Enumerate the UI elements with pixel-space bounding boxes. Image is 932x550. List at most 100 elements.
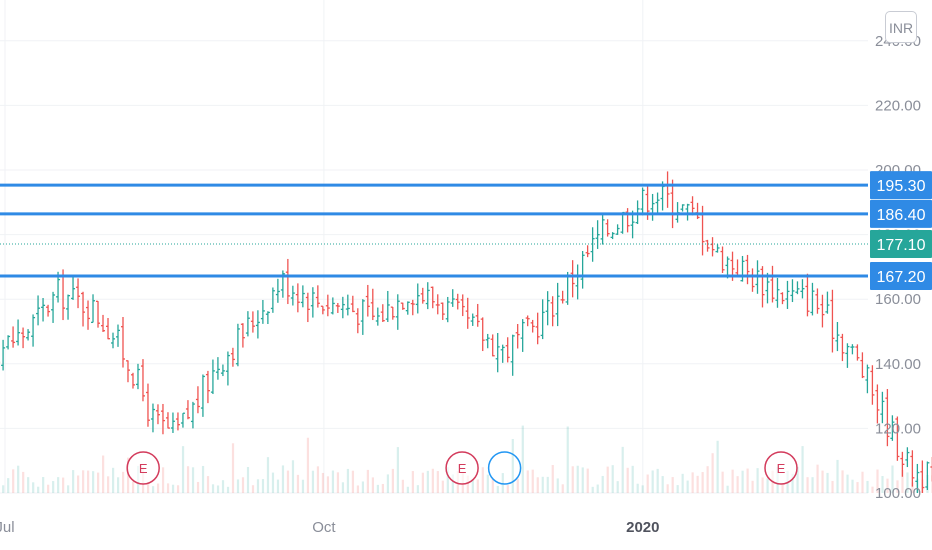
volume-bar xyxy=(526,470,529,493)
price-bar xyxy=(550,296,555,327)
volume-bar xyxy=(586,468,589,493)
price-bar xyxy=(115,324,120,347)
volume-bar xyxy=(751,480,754,493)
earnings-marker[interactable]: E xyxy=(764,451,798,485)
volume-bar xyxy=(616,481,619,493)
earnings-marker-label: E xyxy=(458,461,467,476)
price-tag-186.40: 186.40 xyxy=(870,199,932,228)
price-bar xyxy=(195,386,200,414)
volume-bar xyxy=(471,478,474,493)
price-series[interactable] xyxy=(0,171,932,522)
price-bar xyxy=(765,272,770,304)
price-bar xyxy=(655,192,660,213)
volume-bar xyxy=(451,474,454,493)
price-bar xyxy=(160,403,165,435)
price-tag-box xyxy=(870,199,932,228)
volume-bar xyxy=(686,480,689,493)
price-bar xyxy=(740,255,745,282)
price-bar xyxy=(250,311,255,333)
volume-bar xyxy=(37,486,40,493)
price-bar xyxy=(165,412,170,429)
price-bar xyxy=(190,401,195,429)
volume-bar xyxy=(67,485,70,493)
volume-bar xyxy=(626,467,629,493)
volume-bar xyxy=(606,466,609,493)
price-bar xyxy=(605,219,610,237)
volume-bar xyxy=(32,482,35,493)
price-bar xyxy=(295,283,300,313)
price-bar xyxy=(405,301,410,315)
volume-bar xyxy=(12,469,15,493)
currency-button[interactable]: INR xyxy=(885,11,917,43)
volume-bar xyxy=(901,469,904,493)
price-bar xyxy=(475,303,480,327)
price-bar xyxy=(225,351,230,386)
price-bar xyxy=(260,299,265,324)
price-bar xyxy=(610,232,615,240)
price-bar xyxy=(355,308,360,334)
volume-bar xyxy=(896,480,899,493)
y-tick-label: 120.00 xyxy=(875,420,921,437)
volume-bar xyxy=(116,477,120,493)
volume-bar xyxy=(701,472,704,493)
volume-bar xyxy=(366,469,370,493)
price-bar xyxy=(135,363,140,390)
price-bar xyxy=(370,288,375,321)
price-bar xyxy=(1,339,6,371)
price-axis[interactable]: 100.00120.00140.00160.00180.00200.00220.… xyxy=(870,33,932,502)
earnings-marker[interactable]: E xyxy=(445,451,479,485)
price-bar xyxy=(625,208,630,233)
time-axis[interactable]: JulOct2020AprJulOct2021AprJul xyxy=(0,519,932,536)
price-bar xyxy=(845,343,850,368)
price-bar xyxy=(430,286,435,309)
price-bar xyxy=(575,264,580,300)
price-bar xyxy=(710,237,715,257)
price-bar xyxy=(930,457,932,482)
price-bar xyxy=(300,285,305,308)
price-bar xyxy=(805,273,810,317)
price-bar xyxy=(245,311,250,337)
price-bar xyxy=(810,282,815,316)
price-bar xyxy=(380,304,385,323)
price-bar xyxy=(585,245,590,258)
volume-bar xyxy=(7,478,10,493)
dividend-marker[interactable] xyxy=(487,451,522,485)
volume-bar xyxy=(881,476,884,493)
price-bar xyxy=(111,332,116,349)
volume-bar xyxy=(306,437,310,493)
price-tag-box xyxy=(870,261,932,290)
price-bar xyxy=(96,300,101,328)
price-bar xyxy=(46,304,51,317)
price-bar xyxy=(495,333,500,373)
earnings-marker[interactable]: E xyxy=(126,451,160,485)
price-bar xyxy=(155,404,160,425)
price-bar xyxy=(185,400,190,420)
earnings-marker-circle xyxy=(445,451,479,485)
volume-bar xyxy=(631,465,634,493)
price-lines[interactable] xyxy=(0,183,868,278)
price-bar xyxy=(750,268,755,292)
volume-bar xyxy=(351,470,355,493)
volume-bar xyxy=(736,476,739,493)
price-bar xyxy=(51,291,56,323)
price-bar xyxy=(490,334,495,357)
y-tick-label: 160.00 xyxy=(875,291,921,308)
price-bar xyxy=(560,290,565,304)
volume-bar xyxy=(796,466,799,493)
volume-bar xyxy=(541,476,544,493)
price-tag-label: 186.40 xyxy=(877,207,926,224)
volume-bar xyxy=(266,457,270,493)
price-tag-label: 167.20 xyxy=(877,269,926,286)
volume-bar xyxy=(661,476,664,493)
volume-bar xyxy=(516,478,519,493)
volume-bar xyxy=(846,474,849,493)
price-bar xyxy=(41,298,46,322)
price-bar xyxy=(600,213,605,245)
volume-bar xyxy=(72,470,75,493)
price-bar xyxy=(890,415,895,441)
price-bar xyxy=(140,359,145,402)
volume-bar xyxy=(911,482,914,493)
volume-bar xyxy=(87,470,90,493)
